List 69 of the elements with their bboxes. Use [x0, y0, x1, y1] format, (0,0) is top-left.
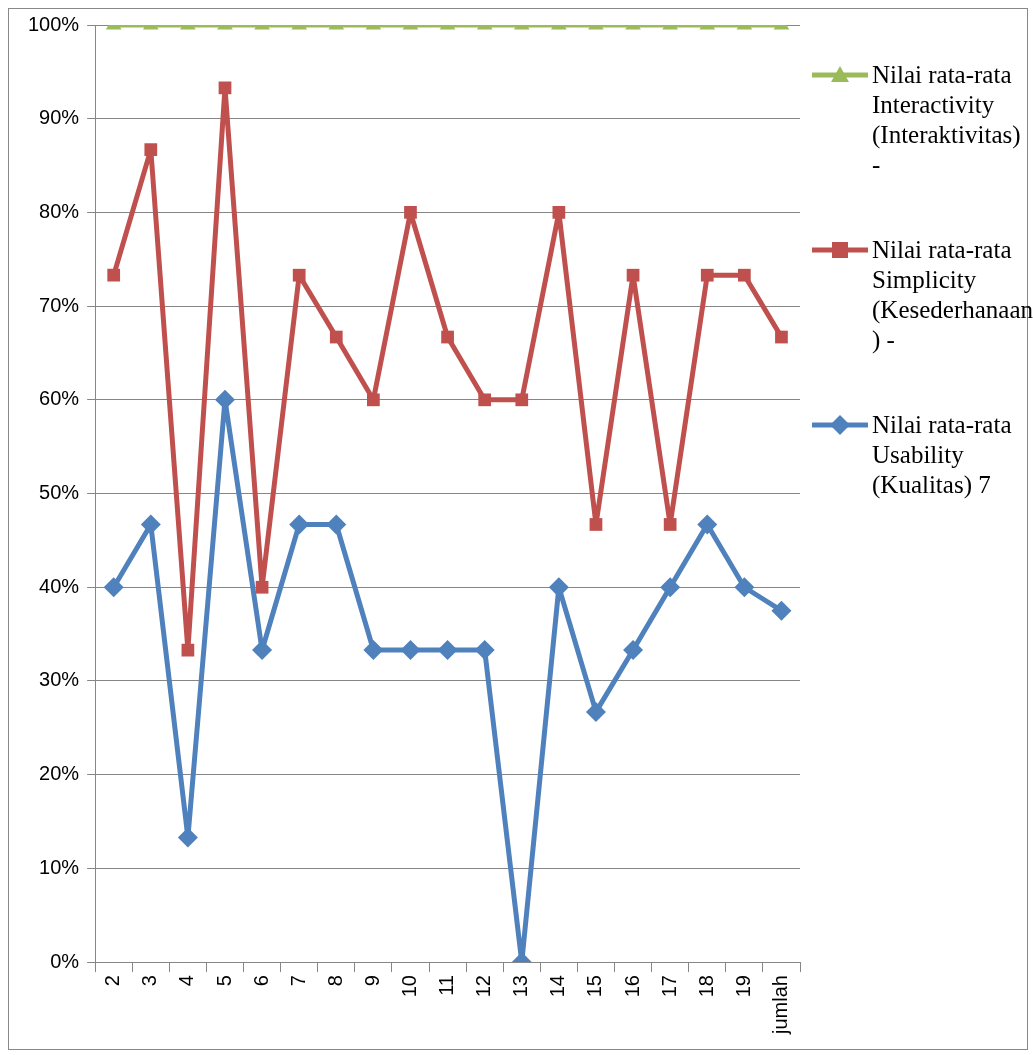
point — [177, 827, 198, 848]
y-tick-label: 70% — [39, 293, 80, 316]
x-tick-label: 17 — [657, 975, 680, 998]
point — [255, 580, 269, 594]
legend-label: Nilai rata-rata Interactivity (Interaktivitas) - — [872, 60, 1022, 180]
point — [252, 640, 273, 661]
x-tick-label: 15 — [583, 975, 606, 998]
point — [404, 206, 417, 219]
x-tick-label: 8 — [323, 975, 346, 987]
point — [548, 577, 569, 598]
x-tick-label: 2 — [101, 975, 124, 987]
point — [214, 389, 235, 410]
point — [697, 514, 718, 535]
point — [144, 143, 158, 156]
legend-label: Nilai rata-rata Usability (Kualitas) 7 — [872, 410, 1013, 500]
y-tick-label: 60% — [39, 387, 80, 410]
point — [140, 514, 161, 535]
point — [589, 518, 603, 531]
y-tick-label: 20% — [39, 762, 80, 785]
y-tick-label: 90% — [39, 106, 80, 129]
point — [292, 268, 306, 282]
y-tick-label: 0% — [50, 949, 80, 972]
point — [775, 330, 788, 344]
point — [737, 268, 751, 282]
x-tick-label: 9 — [360, 975, 383, 987]
point — [660, 577, 681, 598]
x-tick-label: 13 — [509, 975, 532, 998]
y-tick-label: 10% — [39, 855, 80, 878]
x-tick-label: 10 — [397, 975, 420, 998]
x-tick-label: 12 — [472, 975, 495, 998]
point — [478, 393, 492, 407]
point — [437, 640, 458, 661]
point — [107, 268, 121, 282]
point — [585, 701, 606, 722]
point — [103, 577, 124, 598]
point — [552, 206, 566, 219]
x-tick-label: 5 — [212, 975, 235, 987]
point — [363, 640, 384, 661]
point — [289, 514, 310, 535]
x-tick-label: 18 — [694, 975, 717, 998]
point — [663, 518, 677, 531]
point — [367, 393, 380, 407]
x-tick-label: 7 — [286, 975, 309, 987]
x-tick-label: 6 — [249, 975, 272, 987]
x-tick-label: 11 — [435, 975, 458, 996]
y-tick-label: 40% — [39, 574, 80, 597]
x-tick-label: 14 — [546, 975, 569, 998]
point — [218, 81, 232, 95]
x-tick-label: jumlah — [768, 975, 791, 1036]
point — [400, 640, 421, 661]
y-tick-label: 80% — [39, 199, 80, 222]
y-tick-label: 50% — [39, 481, 80, 504]
point — [326, 514, 347, 535]
legend-label: Nilai rata-rata Simplicity (Kesederhanaan ) - — [872, 235, 1033, 355]
point — [734, 577, 755, 598]
x-tick-label: 19 — [731, 975, 754, 998]
y-tick-label: 100% — [28, 12, 80, 35]
x-tick-label: 4 — [175, 975, 198, 987]
point — [515, 393, 529, 407]
x-tick-label: 16 — [620, 975, 643, 998]
point — [700, 268, 714, 282]
point — [626, 268, 640, 282]
x-tick-label: 3 — [138, 975, 161, 987]
point — [474, 640, 495, 661]
point — [441, 330, 454, 344]
point — [771, 600, 792, 621]
point — [623, 640, 644, 661]
y-tick-label: 30% — [39, 668, 80, 691]
point — [329, 330, 343, 344]
